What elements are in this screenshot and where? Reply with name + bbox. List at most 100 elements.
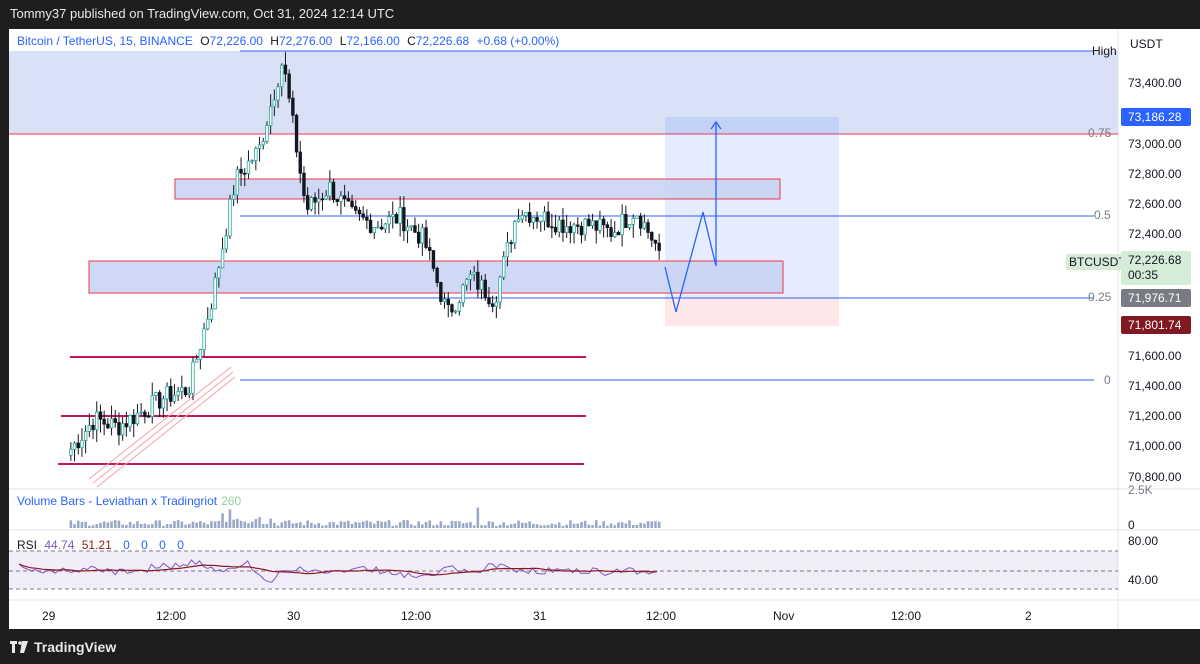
volume-bar	[132, 524, 136, 528]
volume-bar	[469, 521, 472, 528]
volume-bar	[158, 520, 161, 528]
volume-bar	[228, 509, 232, 528]
volume-bar	[598, 525, 602, 528]
candle-body	[120, 423, 125, 436]
chart-legend[interactable]: Bitcoin / TetherUS, 15, BINANCE O72,226.…	[17, 34, 559, 48]
volume-bar	[365, 520, 369, 528]
candle-body	[383, 223, 388, 230]
volume-bar	[332, 522, 335, 528]
volume-bar	[576, 523, 580, 528]
candle-body	[91, 424, 95, 431]
volume-bar	[606, 525, 609, 528]
candle-body	[354, 206, 358, 211]
legend-c-label: C	[407, 34, 416, 48]
candle-body	[146, 415, 151, 418]
volume-bar	[199, 521, 202, 528]
candle-body	[176, 391, 180, 396]
volume-bar	[239, 520, 243, 528]
symbol-badge	[1066, 254, 1122, 270]
volume-bar	[117, 520, 121, 528]
rsi-extra: 0	[123, 538, 130, 552]
candle-body	[650, 232, 654, 241]
volume-bar	[569, 520, 572, 528]
candle-body	[524, 211, 528, 216]
volume-bar	[476, 507, 480, 528]
volume-bar	[461, 523, 465, 528]
publish-text: Tommy37 published on TradingView.com, Oc…	[10, 6, 395, 21]
candle-body	[268, 106, 273, 126]
volume-bar	[287, 520, 291, 528]
rsi-extra: 0	[159, 538, 166, 552]
fib-label-075: 0.75	[1088, 126, 1112, 140]
legend-symbol[interactable]: Bitcoin / TetherUS, 15, BINANCE	[17, 34, 193, 48]
fib-label-high: High	[1092, 44, 1117, 58]
candle-body	[224, 235, 228, 250]
candle-body	[98, 411, 103, 420]
candle-body	[550, 226, 554, 229]
candle-body	[191, 361, 195, 394]
projection-path[interactable]	[664, 122, 717, 313]
trend-channel[interactable]	[88, 366, 236, 488]
chart-area[interactable]: High 0.75 0.5 0.25 0 73,400.00 73,000.00	[9, 29, 1200, 629]
volume-bar	[554, 524, 557, 528]
currency-button[interactable]	[1123, 33, 1193, 55]
volume-bar	[391, 525, 395, 528]
volume-bar	[195, 522, 198, 528]
position-stop-zone[interactable]	[665, 298, 839, 326]
fib-label-05: 0.5	[1094, 208, 1111, 222]
candle-body	[605, 224, 610, 228]
candle-body	[631, 217, 635, 225]
chart-svg[interactable]: High 0.75 0.5 0.25 0 73,400.00 73,000.00	[9, 29, 1200, 629]
candle-body	[261, 141, 265, 146]
volume-bar	[210, 521, 213, 528]
volume-bar	[217, 520, 221, 528]
candle-body	[202, 328, 206, 350]
candle-body	[206, 318, 210, 330]
candle-body	[265, 125, 269, 142]
volume-bar	[339, 521, 343, 528]
volume-bar	[483, 525, 487, 528]
fib-top-zone	[9, 51, 1118, 134]
volume-bar	[413, 525, 417, 528]
time-axis[interactable]: 29 12:00 30 12:00 31 12:00 Nov 12:00 2	[42, 609, 1032, 623]
candle-body	[342, 195, 347, 200]
candle-body	[346, 198, 351, 202]
volume-bar	[620, 522, 624, 528]
volume-bar	[84, 521, 87, 528]
candle-body	[502, 256, 506, 278]
volume-bar	[154, 520, 158, 528]
candle-body	[132, 414, 136, 425]
volume-bar	[535, 524, 539, 528]
candle-body	[450, 304, 454, 313]
candlestick-series	[69, 52, 661, 462]
candle-body	[87, 424, 92, 432]
tradingview-logo[interactable]: TradingView	[10, 639, 116, 655]
volume-bar	[495, 525, 498, 528]
candle-body	[472, 271, 476, 275]
volume-bar	[110, 521, 113, 528]
candle-body	[413, 225, 417, 233]
volume-bar	[424, 522, 428, 528]
candle-body	[505, 242, 510, 258]
symbol-badge-text: BTCUSDT	[1069, 255, 1126, 269]
volume-bar	[258, 517, 261, 528]
volume-bar	[265, 523, 269, 528]
volume-bar	[206, 524, 210, 528]
candle-body	[416, 231, 421, 244]
candle-body	[76, 442, 80, 449]
volume-bar	[650, 521, 654, 528]
candle-body	[187, 392, 191, 396]
volume-bar	[269, 518, 272, 528]
candle-body	[298, 151, 302, 174]
volume-bar	[502, 522, 506, 528]
legend-l-label: L	[340, 34, 347, 48]
candle-body	[283, 64, 288, 75]
volume-bar	[409, 524, 413, 528]
resistance-zone[interactable]	[174, 178, 781, 200]
candle-body	[324, 195, 328, 200]
projection-arrowhead	[710, 120, 722, 130]
volume-bar	[276, 525, 280, 528]
volume-bar	[643, 523, 646, 528]
volume-bars	[69, 507, 661, 528]
price-tick: 70,800.00	[1128, 470, 1182, 484]
